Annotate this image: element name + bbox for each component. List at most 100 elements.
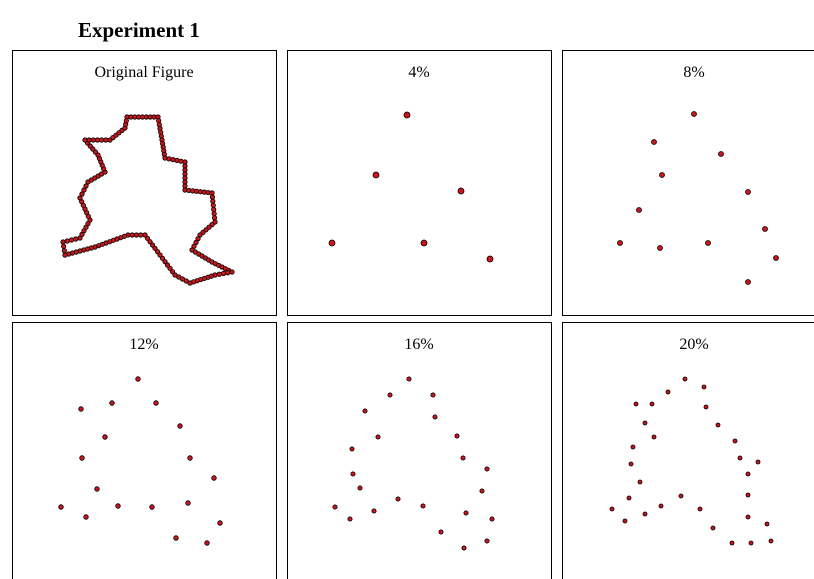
dot [609, 506, 615, 512]
dot [710, 525, 716, 531]
dot [489, 516, 495, 522]
dot [204, 540, 210, 546]
dot [77, 195, 83, 201]
dot [209, 194, 216, 200]
dot [79, 455, 85, 461]
dot [169, 269, 176, 275]
dot [90, 137, 96, 143]
dot [715, 422, 721, 428]
panel-label: 8% [683, 64, 704, 81]
dot [651, 434, 657, 440]
dot [332, 504, 338, 510]
dot [375, 434, 381, 440]
dot [115, 503, 121, 509]
dot [403, 111, 411, 119]
dot [172, 272, 178, 278]
dot [430, 392, 436, 398]
dot [484, 466, 490, 472]
dot [83, 183, 89, 189]
dot [745, 471, 751, 477]
dot [637, 479, 643, 485]
dot [622, 518, 628, 524]
dot [167, 265, 173, 271]
panel-label: 12% [129, 336, 158, 353]
dot [773, 255, 779, 261]
dot [211, 475, 217, 481]
dot [347, 516, 353, 522]
dot [162, 259, 168, 265]
dot [209, 190, 215, 196]
dot [58, 504, 64, 510]
dot [61, 248, 67, 254]
dot [729, 540, 735, 546]
dot [152, 245, 158, 251]
dot [718, 151, 724, 157]
panel-label: 4% [408, 64, 429, 81]
dot [103, 137, 109, 143]
dot [159, 255, 166, 261]
dot [762, 226, 768, 232]
dot [147, 239, 153, 245]
dot [83, 514, 89, 520]
dot [745, 514, 751, 520]
dot [157, 252, 163, 258]
dot [357, 485, 363, 491]
dot [691, 111, 697, 117]
dot [133, 232, 140, 238]
dot [649, 401, 655, 407]
dot [651, 139, 657, 145]
dot [79, 191, 85, 197]
panel-frame [12, 322, 277, 579]
dot [617, 240, 623, 246]
dot [454, 433, 460, 439]
dot [123, 118, 129, 124]
dot [697, 506, 703, 512]
dot [129, 232, 135, 238]
dot [705, 240, 711, 246]
dot [94, 137, 101, 143]
dot [420, 239, 428, 247]
dot [135, 376, 141, 382]
dot [187, 455, 193, 461]
dot [703, 404, 709, 410]
dot [99, 137, 105, 143]
dot [659, 172, 665, 178]
dot [486, 255, 494, 263]
dot [177, 423, 183, 429]
dot [626, 495, 632, 501]
dot [701, 384, 707, 390]
dot [748, 540, 754, 546]
dot [210, 198, 216, 204]
dot [432, 414, 438, 420]
dot [210, 202, 216, 209]
dot [211, 215, 218, 221]
dot [362, 408, 368, 414]
panel-frame [12, 50, 277, 316]
dot [350, 471, 356, 477]
dot [737, 455, 743, 461]
dot [64, 238, 70, 244]
dot [461, 545, 467, 551]
dot [479, 488, 485, 494]
dot [745, 492, 751, 498]
dot [745, 279, 751, 285]
dot [372, 171, 380, 179]
dot [86, 137, 92, 143]
dot [371, 508, 377, 514]
dot [173, 535, 179, 541]
dot [745, 189, 751, 195]
dot [149, 242, 156, 248]
dot [678, 493, 684, 499]
dot [457, 187, 465, 195]
panel-frame [287, 50, 552, 316]
dot [68, 237, 75, 243]
dot [62, 252, 68, 258]
dot [420, 503, 426, 509]
dot [349, 446, 355, 452]
dot [82, 137, 88, 143]
dot [460, 455, 466, 461]
dot [764, 521, 770, 527]
dot [484, 538, 490, 544]
